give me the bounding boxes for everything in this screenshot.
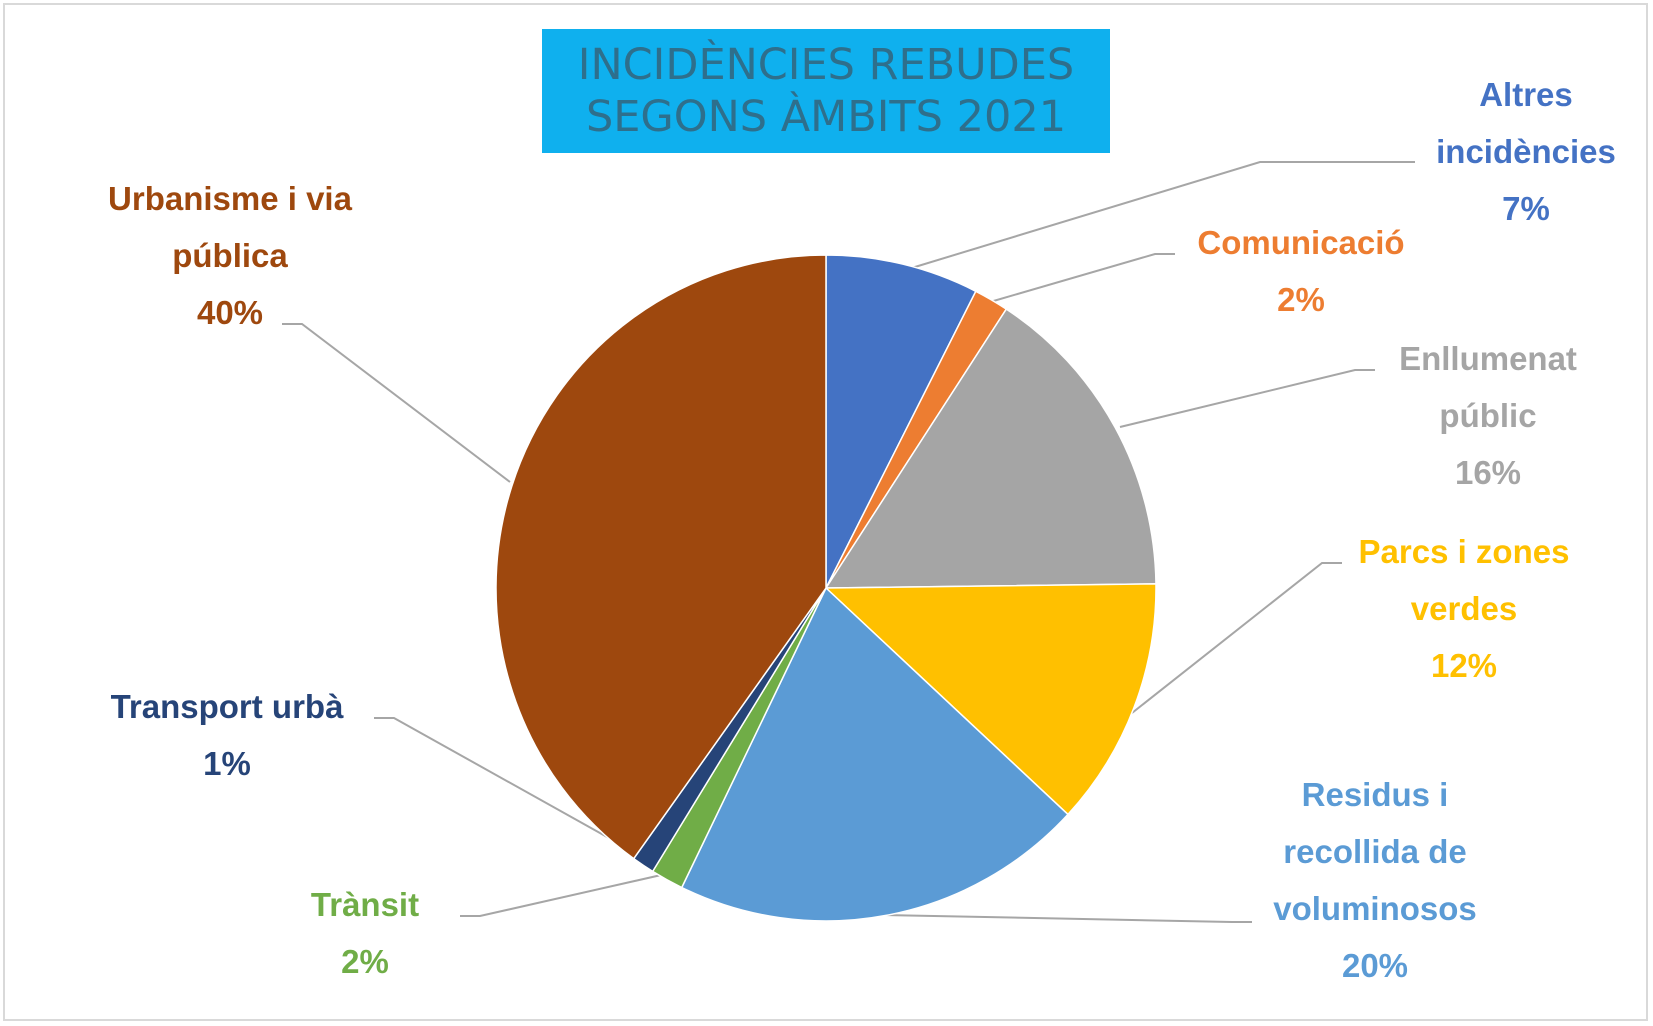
- slice-name-label: Altres: [1479, 76, 1573, 113]
- leader-line-5: [884, 914, 1252, 923]
- chart-title-line-2: SEGONS ÀMBITS 2021: [585, 92, 1067, 142]
- slice-label-5: Residus i recollida de voluminosos 20%: [1273, 776, 1477, 984]
- chart-title-line-1: INCIDÈNCIES REBUDES: [577, 40, 1075, 90]
- slice-percent-label: 16%: [1455, 454, 1521, 491]
- leader-line-1: [904, 161, 1415, 271]
- slice-labels: Altres incidències 7% Comunicació 2% Enllumen…: [108, 76, 1616, 984]
- slice-name-label: Trànsit: [311, 886, 419, 923]
- pie-slices: [495, 254, 1157, 922]
- slice-label-1: Altres incidències 7%: [1436, 76, 1616, 227]
- pie-slice-5: [680, 586, 1070, 922]
- slice-label-8: Urbanisme i via pública 40%: [108, 180, 353, 331]
- slice-name-label: Parcs i zones: [1359, 533, 1570, 570]
- slice-percent-label: 7%: [1502, 190, 1550, 227]
- slice-label-4: Parcs i zones verdes 12%: [1359, 533, 1570, 684]
- slice-name-label: recollida de: [1283, 833, 1466, 870]
- slice-label-6: Trànsit 2%: [311, 886, 419, 980]
- slice-name-label: Residus i: [1302, 776, 1449, 813]
- slice-label-3: Enllumenat públic 16%: [1399, 340, 1577, 491]
- leader-line-4: [1131, 562, 1342, 714]
- leader-line-2: [989, 253, 1175, 303]
- slice-name-label: Enllumenat: [1399, 340, 1577, 377]
- slice-name-label: públic: [1439, 397, 1536, 434]
- pie-slice-8: [495, 254, 827, 860]
- pie-slice-3: [824, 308, 1157, 589]
- slice-name-label: voluminosos: [1273, 890, 1477, 927]
- leader-line-8: [282, 323, 511, 483]
- pie-slice-1: [825, 254, 977, 589]
- leader-line-7: [374, 717, 626, 848]
- slice-percent-label: 2%: [341, 943, 389, 980]
- slice-name-label: verdes: [1411, 590, 1517, 627]
- slice-percent-label: 1%: [203, 745, 251, 782]
- pie-slice-4: [824, 583, 1157, 816]
- leader-lines: [282, 161, 1415, 923]
- slice-name-label: Transport urbà: [111, 688, 345, 725]
- slice-name-label: Urbanisme i via: [108, 180, 353, 217]
- leader-line-3: [1119, 369, 1375, 428]
- slice-name-label: Comunicació: [1197, 224, 1404, 261]
- leader-line-6: [460, 872, 671, 917]
- slice-percent-label: 12%: [1431, 647, 1497, 684]
- slice-percent-label: 20%: [1342, 947, 1408, 984]
- chart-title-box: INCIDÈNCIES REBUDES SEGONS ÀMBITS 2021: [542, 29, 1110, 153]
- slice-percent-label: 40%: [197, 294, 263, 331]
- slice-name-label: incidències: [1436, 133, 1616, 170]
- slice-name-label: pública: [172, 237, 288, 274]
- slice-label-7: Transport urbà 1%: [111, 688, 345, 782]
- slice-percent-label: 2%: [1277, 281, 1325, 318]
- slice-label-2: Comunicació 2%: [1197, 224, 1404, 318]
